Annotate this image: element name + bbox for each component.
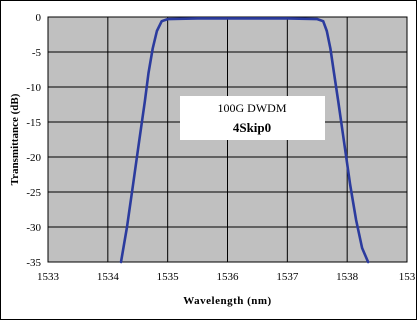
annotation-line-1: 100G DWDM — [218, 101, 287, 115]
y-tick-label: -5 — [32, 47, 42, 59]
y-tick-label: -15 — [26, 117, 41, 129]
y-tick-label: -30 — [26, 222, 41, 234]
y-tick-label: 0 — [36, 12, 42, 24]
x-tick-label: 1533 — [37, 271, 60, 283]
y-tick-label: -35 — [26, 257, 41, 269]
x-axis-title: Wavelength (nm) — [183, 295, 271, 307]
annotation-line-2: 4Skip0 — [233, 120, 271, 135]
y-axis-title: Transmittance (dB) — [9, 93, 21, 185]
x-tick-labels: 1533 1534 1535 1536 1537 1538 153 — [37, 271, 416, 283]
x-tick-label: 1535 — [157, 271, 180, 283]
x-tick-label: 1536 — [217, 271, 240, 283]
annotation-background — [180, 96, 325, 140]
x-tick-label: 1538 — [336, 271, 359, 283]
x-tick-label: 1537 — [276, 271, 299, 283]
x-tick-label: 1534 — [97, 271, 120, 283]
series-line — [119, 17, 370, 264]
y-tick-label: -20 — [26, 152, 41, 164]
y-tick-label: -25 — [26, 187, 41, 199]
gridlines — [47, 16, 408, 263]
y-tick-labels: 0 -5 -10 -15 -20 -25 -30 -35 — [26, 12, 41, 269]
plot-frame — [47, 16, 408, 263]
x-tick-label: 153 — [399, 271, 416, 283]
y-tick-label: -10 — [26, 82, 41, 94]
annotation-box: 100G DWDM 4Skip0 — [180, 96, 325, 140]
series-layer — [119, 17, 370, 264]
